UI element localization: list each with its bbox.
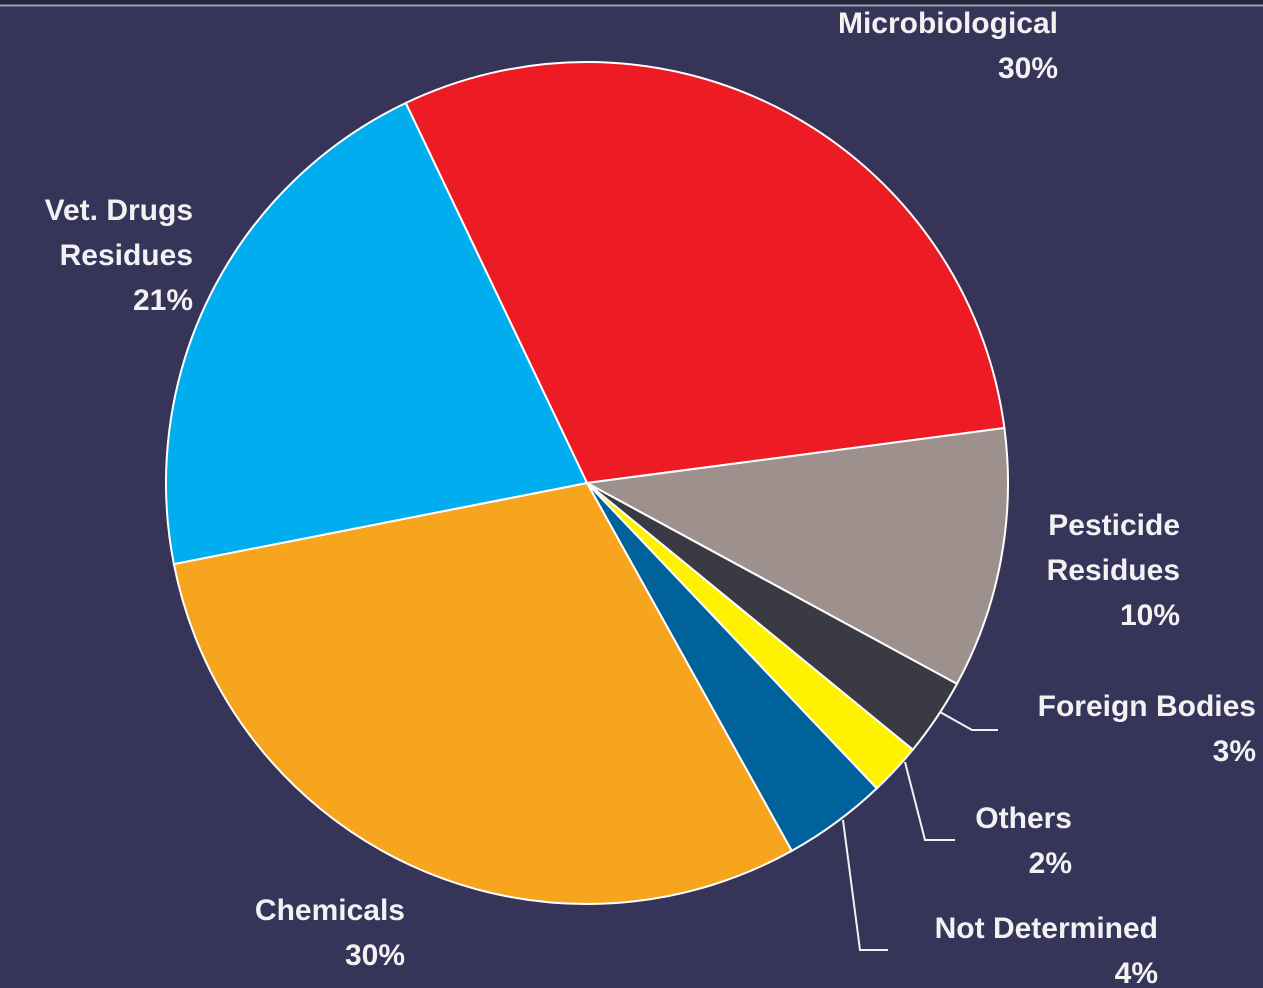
value-label: 4% [1115,957,1158,988]
value-label: 30% [998,52,1058,85]
pie-slice [165,101,589,566]
pie-slice [404,61,1006,485]
top-band [0,0,1263,5]
category-label: Foreign Bodies [1038,690,1256,723]
value-label: 10% [1120,599,1180,632]
value-label: 30% [345,939,405,972]
category-label: Vet. Drugs Residues [45,194,193,272]
category-label: Not Determined [935,912,1158,945]
pie-slice [172,481,794,905]
category-label: Pesticide Residues [1047,509,1180,587]
category-label: Chemicals [255,894,405,927]
pie-slice [583,426,1009,686]
leader-line [842,819,888,951]
value-label: 21% [133,284,193,317]
leader-line [904,761,955,841]
value-label: 3% [1213,735,1256,768]
value-label: 2% [1029,847,1072,880]
leader-line [939,711,998,731]
category-label: Microbiological [838,7,1058,40]
category-label: Others [975,802,1072,835]
